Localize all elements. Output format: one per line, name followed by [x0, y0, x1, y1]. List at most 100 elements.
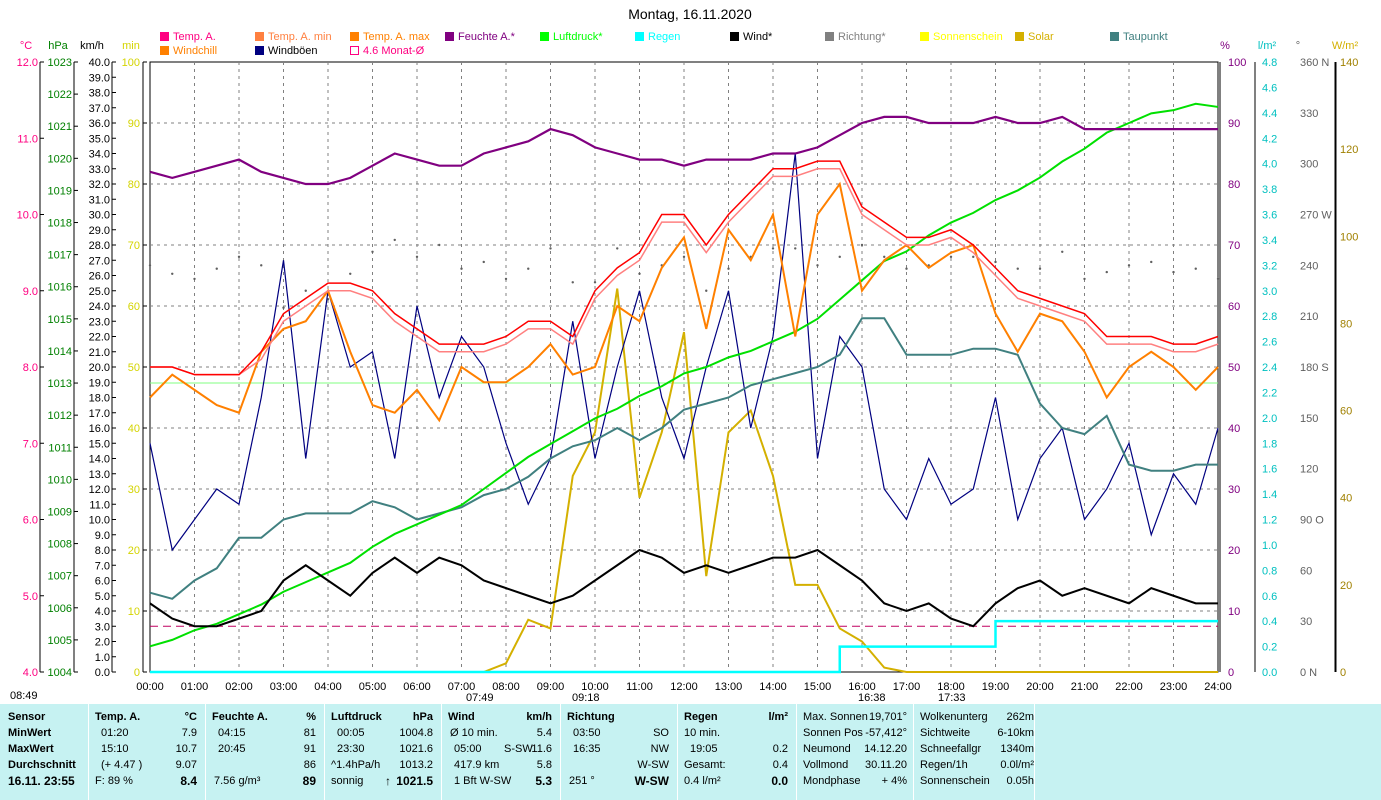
- axis-tick-label-rain: 2.0: [1262, 413, 1277, 425]
- legend-label: Temp. A.: [173, 31, 216, 43]
- stats-rain-column: Regen l/m² 10 min. 19:05 0.2 Gesamt: 0.4…: [678, 704, 796, 800]
- axis-tick-label-wind: 23.0: [89, 316, 110, 328]
- rain-gesamt: 0.4: [772, 759, 788, 771]
- stats-wind-column: Wind km/h Ø 10 min. 5.4 05:00 S-SW 11.6 …: [442, 704, 560, 800]
- direction-point: [482, 260, 485, 264]
- sun-label-2: Neumond: [803, 743, 851, 755]
- sun-value-1: -57,412°: [865, 727, 907, 739]
- direction-point: [994, 260, 997, 264]
- axis-tick-label-rain: 0.6: [1262, 591, 1277, 603]
- legend-item-row2-2: 4.6 Monat-Ø: [350, 45, 424, 57]
- direction-d1: SO: [653, 727, 669, 739]
- axis-tick-label-wind: 40.0: [89, 57, 110, 69]
- axis-tick-label-direction: 0 N: [1300, 667, 1317, 679]
- direction-point: [860, 243, 864, 247]
- humidity-max-time: 20:45: [218, 743, 246, 755]
- direction-point: [682, 255, 686, 259]
- axis-tick-label-minutes: 10: [128, 606, 140, 618]
- sun-value-0: 19,701°: [868, 711, 907, 723]
- row-label-min: MinWert: [8, 727, 52, 739]
- rain-total: 0.4 l/m²: [684, 775, 721, 787]
- annotation-sunset: 16:38: [858, 692, 886, 704]
- direction-d2: NW: [650, 743, 669, 755]
- axis-tick-label-wind: 7.0: [95, 560, 110, 572]
- sun-label-3: Vollmond: [803, 759, 849, 771]
- series-temp: [150, 160, 1219, 376]
- misc-label-2: Schneefallgr: [920, 743, 982, 755]
- legend-swatch: [1110, 32, 1119, 41]
- axis-unit-pressure: hPa: [48, 40, 68, 52]
- x-tick-label: 06:00: [403, 681, 431, 693]
- axis-tick-label-direction: 150: [1300, 413, 1318, 425]
- legend-swatch: [160, 46, 169, 55]
- axis-tick-label-wind: 31.0: [89, 194, 110, 206]
- axis-tick-label-wind: 24.0: [89, 301, 110, 313]
- legend-label: 4.6 Monat-Ø: [363, 45, 425, 57]
- axis-tick-label-rain: 2.2: [1262, 387, 1277, 399]
- direction-point: [527, 267, 530, 270]
- axis-tick-label-humidity: 90: [1228, 118, 1240, 130]
- rain-t2: 19:05: [690, 743, 718, 755]
- x-tick-label: 24:00: [1204, 681, 1232, 693]
- x-tick-label: 19:00: [982, 681, 1010, 693]
- direction-point: [504, 277, 508, 281]
- humidity-unit: %: [306, 711, 316, 723]
- weather-chart: 4.0 5.0 6.0 7.0 8.0 9.0 10.0 11.0 12.0 1004 1005 10…: [10, 40, 1358, 704]
- axis-tick-label-pressure: 1018: [48, 218, 72, 230]
- axis-tick-label-pressure: 1014: [48, 346, 72, 358]
- pressure-min-time: 00:05: [337, 727, 365, 739]
- pressure-current: 1021.5: [396, 774, 433, 788]
- x-tick-label: 10:00: [581, 681, 609, 693]
- axis-tick-label-humidity: 0: [1228, 667, 1234, 679]
- axis-tick-label-wind: 30.0: [89, 210, 110, 222]
- legend-label: Solar: [1028, 31, 1054, 43]
- legend-item-4: Luftdruck*: [540, 31, 603, 43]
- direction-point: [371, 250, 374, 253]
- direction-point: [237, 255, 241, 259]
- axis-tick-label-wind: 10.0: [89, 515, 110, 527]
- direction-title: Richtung: [567, 711, 615, 723]
- axis-tick-label-humidity: 80: [1228, 179, 1240, 191]
- humidity-current: 89: [302, 774, 316, 788]
- axis-tick-label-temp: 5.0: [23, 591, 38, 603]
- legend-swatch: [920, 32, 929, 41]
- temp-unit: °C: [184, 711, 197, 723]
- axis-tick-label-pressure: 1020: [48, 153, 72, 165]
- stats-humidity-column: Feuchte A. % 04:15 81 20:45 91 86 7.56 g…: [206, 704, 324, 800]
- direction-point: [1038, 267, 1042, 270]
- axis-tick-label-solar: 100: [1340, 231, 1358, 243]
- pressure-max-time: 23:30: [337, 743, 365, 755]
- axis-tick-label-wind: 33.0: [89, 164, 110, 176]
- series-humidity: [149, 115, 1218, 186]
- wind-distance: 417.9 km: [454, 759, 500, 771]
- rain-unit: l/m²: [768, 711, 788, 723]
- axis-tick-label-rain: 0.2: [1262, 642, 1277, 654]
- axis-tick-label-wind: 6.0: [95, 576, 110, 588]
- axis-tick-label-pressure: 1005: [48, 635, 72, 647]
- axis-tick-label-humidity: 50: [1228, 362, 1240, 374]
- humidity-avg: 86: [303, 759, 316, 771]
- axis-tick-label-direction: 30: [1300, 616, 1312, 628]
- axis-tick-label-wind: 14.0: [89, 454, 110, 466]
- temp-avg-note: (+ 4.47 ): [101, 759, 143, 771]
- direction-point: [705, 289, 708, 292]
- wind-bft: 1 Bft W-SW: [454, 775, 512, 787]
- axis-tick-label-pressure: 1016: [48, 282, 72, 294]
- axis-tick-label-temp: 8.0: [23, 362, 38, 374]
- axis-tick-label-rain: 4.4: [1262, 108, 1277, 120]
- direction-point: [1016, 267, 1019, 270]
- axis-tick-label-direction: 90 O: [1300, 515, 1324, 527]
- axis-tick-label-wind: 4.0: [95, 606, 110, 618]
- legend-swatch: [730, 32, 739, 41]
- axis-tick-label-rain: 2.8: [1262, 311, 1277, 323]
- axis-tick-label-rain: 4.0: [1262, 159, 1277, 171]
- axis-tick-label-solar: 0: [1340, 667, 1346, 679]
- legend-item-0: Temp. A.: [160, 31, 216, 43]
- x-tick-label: 00:00: [136, 681, 164, 693]
- axis-unit-direction: °: [1296, 40, 1300, 52]
- axis-tick-label-solar: 140: [1340, 57, 1358, 69]
- legend-label: Wind*: [743, 31, 773, 43]
- humidity-max: 91: [303, 743, 316, 755]
- direction-point: [1061, 250, 1064, 253]
- annotation-sunrise: 07:49: [466, 692, 494, 704]
